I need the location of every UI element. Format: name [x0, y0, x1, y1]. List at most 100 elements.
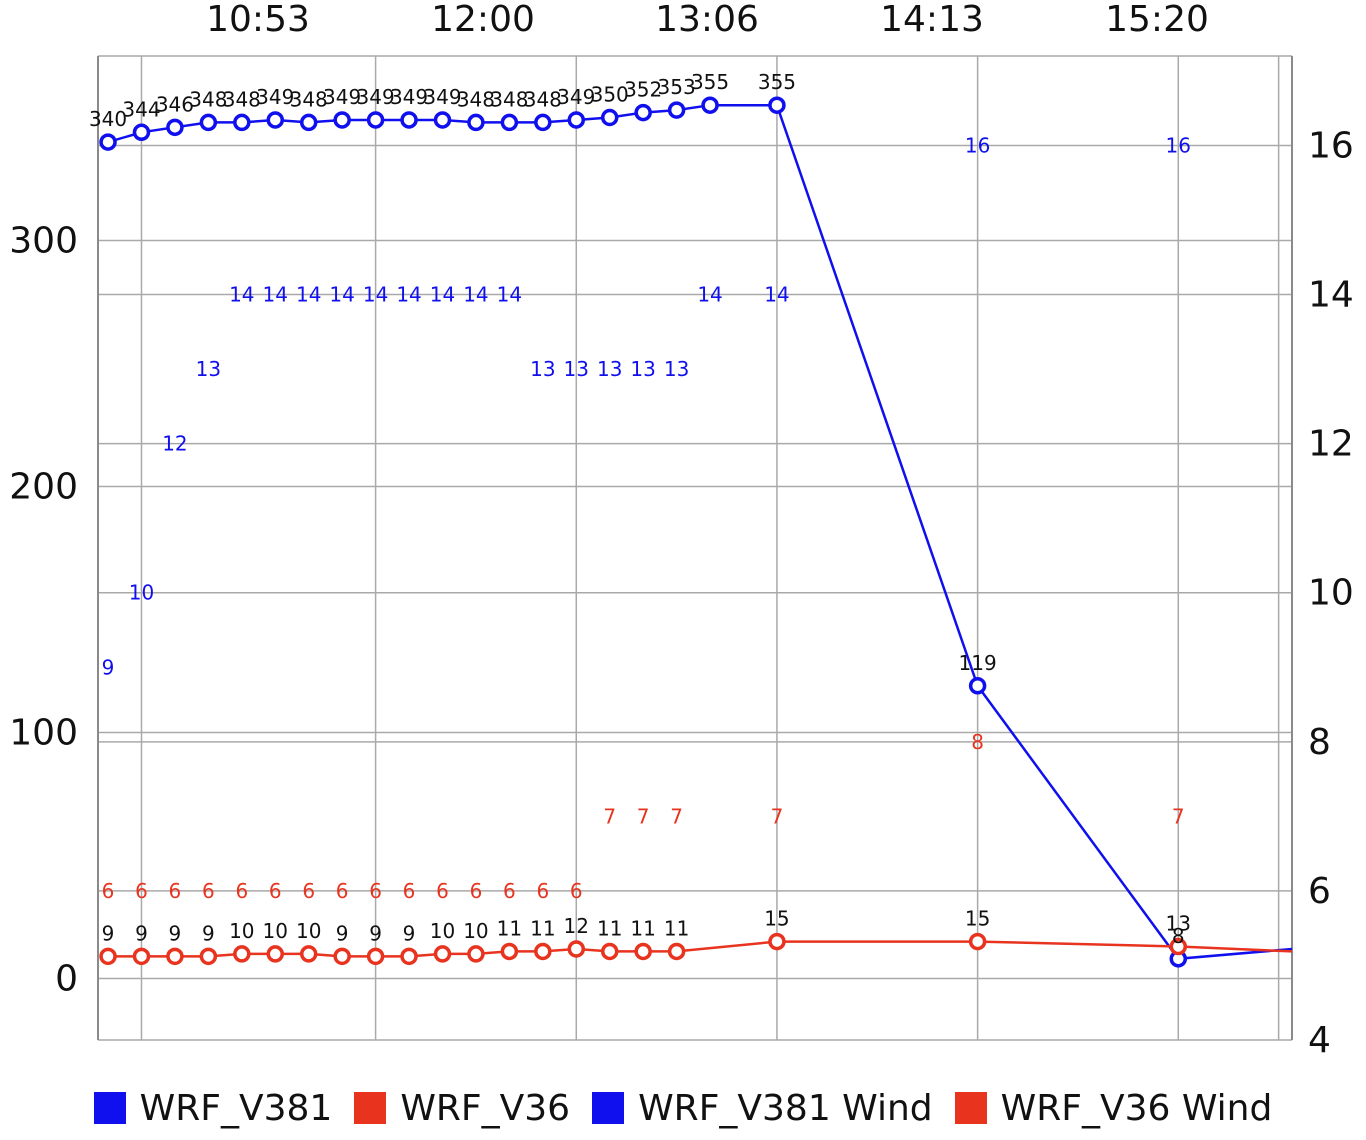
wind-label: 6	[235, 879, 248, 903]
legend-item[interactable]: WRF_V381	[93, 1087, 333, 1129]
data-point	[233, 945, 251, 963]
data-label: 13	[1166, 912, 1191, 936]
legend-label: WRF_V381 Wind	[638, 1087, 933, 1129]
data-label: 10	[430, 919, 455, 943]
wind-label: 8	[971, 730, 984, 754]
data-label: 9	[336, 921, 349, 945]
data-point	[400, 111, 418, 129]
wind-label: 13	[597, 357, 622, 381]
series-points	[99, 96, 1188, 968]
data-label: 353	[658, 75, 696, 99]
wind-label: 7	[637, 804, 650, 828]
data-label: 9	[403, 921, 416, 945]
wind-label: 14	[497, 283, 522, 307]
data-point	[467, 945, 485, 963]
data-label: 349	[557, 85, 595, 109]
data-point	[366, 947, 385, 966]
wind-label: 7	[771, 804, 784, 828]
data-label: 355	[758, 70, 796, 94]
data-label: 11	[664, 916, 689, 940]
legend-swatch-v36-wind	[954, 1092, 987, 1124]
data-point	[634, 942, 652, 961]
wind-label: 13	[630, 357, 655, 381]
legend-item[interactable]: WRF_V381 Wind	[592, 1088, 933, 1129]
series-line	[108, 940, 1293, 958]
x-tick-label: 14:13	[880, 0, 984, 40]
data-point	[433, 111, 452, 129]
data-point	[600, 942, 619, 961]
data-label: 15	[965, 907, 990, 931]
data-label: 12	[564, 914, 589, 938]
y-right-tick-label: 6	[1308, 871, 1331, 912]
wind-label: 6	[536, 879, 549, 903]
legend-item[interactable]: WRF_V36	[354, 1088, 570, 1129]
data-point	[667, 101, 686, 119]
data-point	[534, 113, 552, 132]
data-label: 349	[256, 85, 294, 109]
data-label: 11	[497, 916, 522, 940]
y-right-tick-label: 16	[1308, 125, 1354, 166]
data-point	[99, 947, 117, 966]
wind-label: 7	[1172, 804, 1185, 828]
wind-label: 6	[436, 879, 449, 903]
data-label: 355	[691, 70, 729, 94]
data-point	[166, 947, 184, 966]
data-point	[534, 942, 552, 961]
data-label: 9	[169, 921, 182, 945]
legend-swatch-v381-wind	[592, 1092, 625, 1124]
y-left-tick-label: 300	[9, 221, 78, 262]
wind-label: 14	[430, 283, 455, 307]
x-tick-label: 12:00	[431, 0, 535, 40]
data-label: 349	[323, 85, 361, 109]
data-label: 10	[463, 919, 488, 943]
data-label: 340	[89, 107, 127, 131]
data-point	[667, 942, 686, 961]
data-label: 15	[764, 907, 789, 931]
wind-label: 7	[603, 804, 616, 828]
wind-label: 6	[570, 879, 583, 903]
data-point	[467, 113, 485, 132]
wind-label: 6	[336, 879, 349, 903]
y-right-tick-label: 12	[1308, 424, 1354, 465]
wind-label: 16	[965, 133, 990, 157]
data-point	[166, 118, 184, 137]
data-label: 11	[630, 916, 655, 940]
wind-label: 7	[670, 804, 683, 828]
wind-label: 13	[196, 357, 221, 381]
wind-label: 6	[202, 879, 215, 903]
data-label: 11	[597, 916, 622, 940]
wind-label: 13	[664, 357, 689, 381]
y-right-tick-label: 14	[1308, 275, 1354, 316]
data-point	[233, 113, 251, 132]
data-label: 9	[102, 921, 115, 945]
wind-label: 16	[1166, 133, 1191, 157]
wind-label: 6	[102, 879, 115, 903]
legend-item[interactable]: WRF_V36 Wind	[954, 1088, 1272, 1129]
data-label: 10	[229, 919, 254, 943]
axes	[97, 56, 1293, 1040]
legend-label: WRF_V381	[139, 1087, 333, 1129]
data-point	[199, 113, 218, 132]
y-right-tick-label: 4	[1308, 1020, 1331, 1061]
x-tick-label: 15:20	[1105, 0, 1209, 40]
data-point	[266, 945, 285, 963]
wind-label: 10	[129, 581, 154, 605]
wind-label: 14	[329, 283, 354, 307]
data-label: 349	[423, 85, 461, 109]
wind-label: 9	[102, 655, 115, 679]
data-point	[333, 947, 351, 966]
series-lines	[107, 103, 1293, 961]
y-right-tick-label: 10	[1308, 573, 1354, 614]
wind-label: 13	[530, 357, 555, 381]
y-left-tick-label: 100	[9, 713, 78, 754]
data-label: 349	[357, 85, 395, 109]
wind-labels: 9 10 12 13 14 14 14 14 14 14 14 14 14 13 13 13 13 13 14 14 1…	[102, 133, 1191, 902]
x-tick-label: 13:06	[655, 0, 759, 40]
wind-label: 14	[263, 283, 288, 307]
wind-label: 14	[229, 283, 254, 307]
data-point	[968, 932, 987, 951]
data-label: 344	[122, 97, 160, 121]
data-label: 352	[624, 78, 662, 102]
data-point	[366, 111, 385, 129]
data-point	[567, 111, 586, 129]
